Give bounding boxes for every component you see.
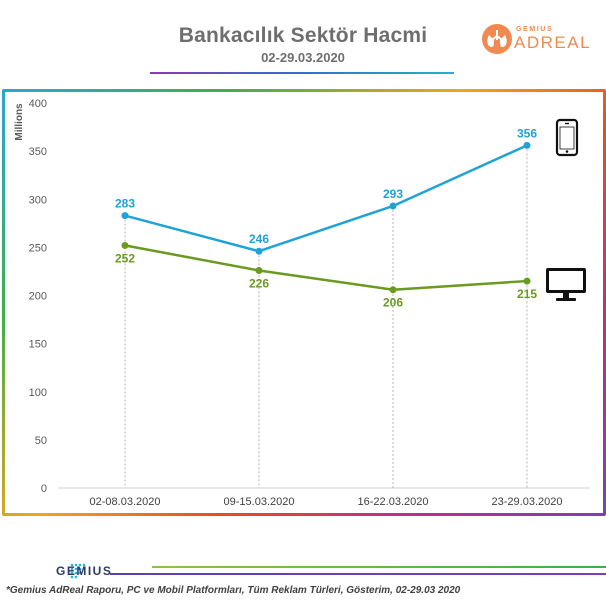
mobile-phone-icon (555, 118, 579, 157)
data-point (121, 241, 129, 249)
footer-rule-green (152, 566, 606, 568)
x-tick-label: 09-15.03.2020 (224, 496, 295, 508)
chart-title: Bankacılık Sektör Hacmi (178, 24, 428, 47)
data-point (389, 202, 397, 210)
x-tick-label: 16-22.03.2020 (358, 496, 429, 508)
data-point (523, 141, 531, 149)
line-chart: 0 50 100 150 200 250 300 350 400 Millions 02-08.03… (14, 98, 590, 508)
footnote: *Gemius AdReal Raporu, PC ve Mobil Platf… (6, 585, 461, 596)
adreal-logo-text: ADREAL (514, 33, 592, 52)
data-label: 293 (383, 187, 403, 201)
y-tick-label: 200 (29, 291, 47, 303)
series-line (124, 144, 528, 253)
adreal-lungs-icon (482, 24, 512, 54)
x-tick-label: 23-29.03.2020 (492, 496, 563, 508)
y-tick-label: 250 (29, 242, 47, 254)
chart-frame (2, 89, 606, 516)
data-label: 226 (249, 276, 269, 290)
data-label: 283 (115, 197, 135, 211)
data-label: 252 (115, 251, 135, 265)
y-tick-label: 350 (29, 146, 47, 158)
gemius-dots-icon (70, 563, 86, 579)
data-label: 356 (517, 126, 537, 140)
data-label: 215 (517, 287, 537, 301)
adreal-logo-small-text: GEMIUS (516, 26, 554, 33)
y-tick-label: 400 (29, 98, 47, 110)
data-label: 206 (383, 296, 403, 310)
data-point (255, 266, 263, 274)
title-underline (150, 72, 454, 74)
x-tick-label: 02-08.03.2020 (90, 496, 161, 508)
data-point (523, 277, 531, 285)
y-tick-label: 300 (29, 194, 47, 206)
y-tick-label: 50 (35, 435, 47, 447)
y-tick-label: 150 (29, 339, 47, 351)
data-point (255, 247, 263, 255)
chart-subtitle: 02-29.03.2020 (261, 50, 345, 65)
data-label: 246 (249, 232, 269, 246)
y-tick-label: 100 (29, 387, 47, 399)
data-point (121, 212, 129, 220)
series-line (124, 244, 528, 291)
y-axis-label: Millions (14, 103, 25, 141)
desktop-monitor-icon (546, 268, 586, 301)
footer-rule-purple (110, 573, 606, 575)
adreal-logo (480, 22, 592, 56)
gemius-logo-text: GEMIUS (56, 564, 113, 578)
y-tick-label: 0 (41, 483, 47, 495)
data-point (389, 286, 397, 294)
